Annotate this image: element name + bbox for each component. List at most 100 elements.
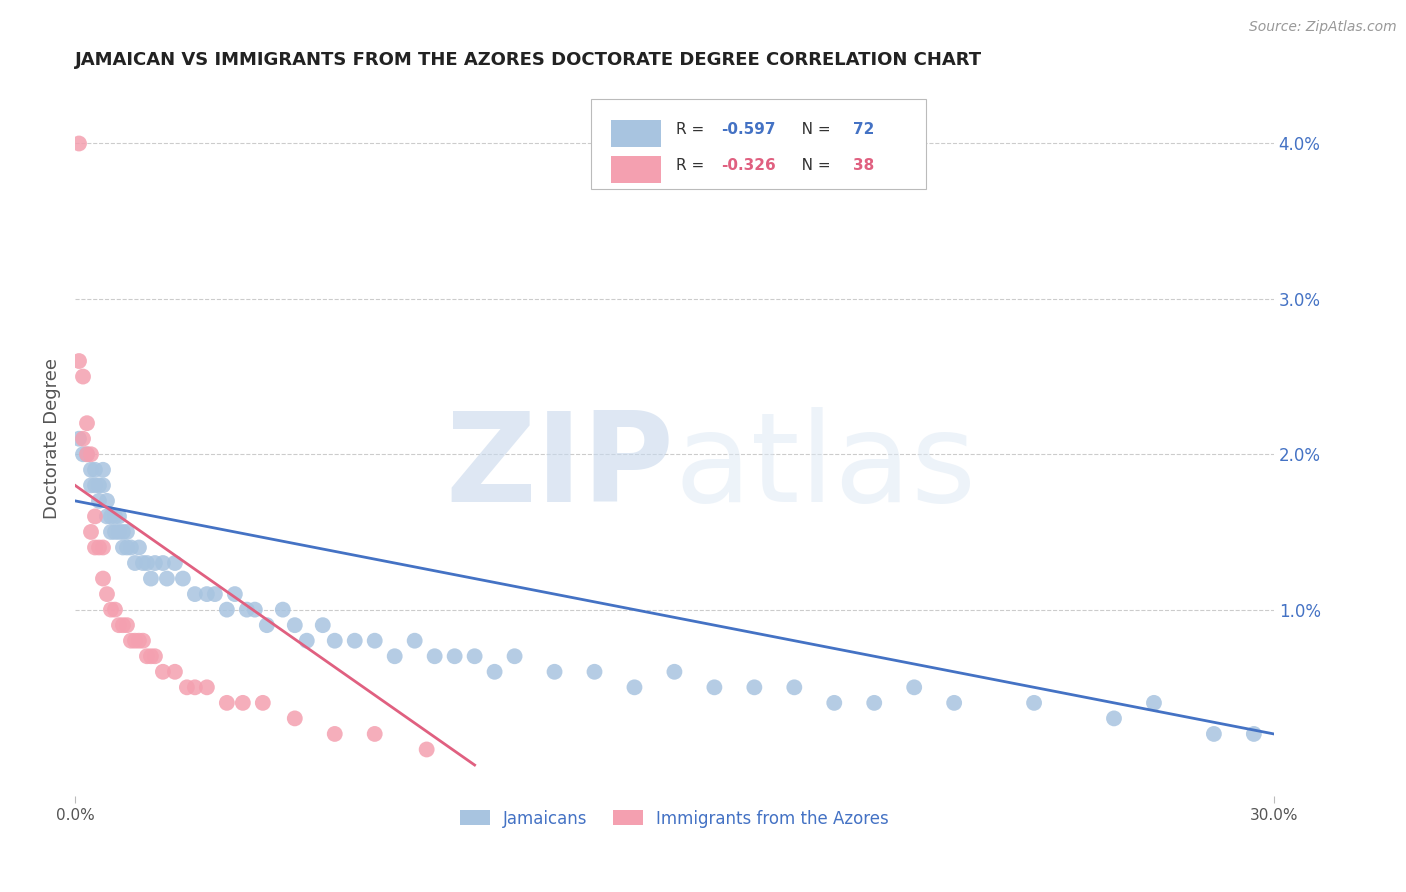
Point: [1143, 696, 1166, 710]
Point: [243, 602, 266, 616]
FancyBboxPatch shape: [591, 99, 927, 188]
Point: [87, 541, 110, 555]
Text: -0.597: -0.597: [721, 122, 776, 137]
Point: [295, 633, 318, 648]
Point: [67, 354, 90, 368]
Point: [1022, 696, 1045, 710]
Point: [384, 649, 406, 664]
Point: [215, 602, 238, 616]
Y-axis label: Doctorate Degree: Doctorate Degree: [44, 359, 60, 519]
Point: [108, 618, 131, 632]
Point: [172, 572, 194, 586]
Text: R =: R =: [676, 122, 709, 137]
Point: [128, 633, 150, 648]
Point: [503, 649, 526, 664]
Point: [108, 509, 131, 524]
Point: [84, 478, 107, 492]
Point: [152, 556, 174, 570]
Point: [823, 696, 845, 710]
Point: [120, 633, 142, 648]
Point: [236, 602, 259, 616]
Point: [100, 524, 122, 539]
Point: [443, 649, 465, 664]
Point: [87, 494, 110, 508]
Point: [96, 587, 118, 601]
Point: [111, 541, 134, 555]
Point: [184, 681, 207, 695]
Point: [232, 696, 254, 710]
Point: [84, 541, 107, 555]
Point: [115, 618, 138, 632]
Point: [80, 524, 103, 539]
Point: [104, 602, 127, 616]
Point: [76, 447, 98, 461]
Point: [163, 556, 186, 570]
Point: [284, 711, 307, 725]
Point: [863, 696, 886, 710]
Point: [1243, 727, 1265, 741]
Point: [91, 478, 114, 492]
Point: [543, 665, 565, 679]
Point: [72, 447, 94, 461]
Text: atlas: atlas: [675, 407, 977, 528]
Point: [100, 509, 122, 524]
Point: [84, 509, 107, 524]
Point: [364, 633, 387, 648]
Text: 72: 72: [853, 122, 875, 137]
Point: [415, 742, 437, 756]
Point: [143, 556, 166, 570]
Point: [484, 665, 506, 679]
Point: [163, 665, 186, 679]
Point: [87, 478, 110, 492]
Point: [139, 572, 162, 586]
Point: [91, 541, 114, 555]
Point: [104, 524, 127, 539]
Point: [132, 556, 155, 570]
Text: -0.326: -0.326: [721, 158, 776, 173]
Point: [195, 587, 218, 601]
Point: [783, 681, 806, 695]
Point: [72, 369, 94, 384]
Point: [323, 727, 346, 741]
Point: [91, 572, 114, 586]
Point: [115, 524, 138, 539]
Point: [108, 524, 131, 539]
Point: [252, 696, 274, 710]
Point: [184, 587, 207, 601]
Point: [124, 633, 146, 648]
Text: ZIP: ZIP: [446, 407, 675, 528]
Point: [139, 649, 162, 664]
Point: [80, 447, 103, 461]
Point: [312, 618, 335, 632]
Point: [96, 494, 118, 508]
Point: [256, 618, 278, 632]
Point: [943, 696, 966, 710]
Point: [404, 633, 426, 648]
Point: [76, 447, 98, 461]
Point: [664, 665, 686, 679]
Point: [583, 665, 606, 679]
Point: [124, 556, 146, 570]
Bar: [610, 156, 661, 183]
Point: [323, 633, 346, 648]
Text: 38: 38: [853, 158, 875, 173]
Point: [67, 432, 90, 446]
Point: [271, 602, 294, 616]
Point: [67, 136, 90, 151]
Point: [136, 556, 159, 570]
Point: [132, 633, 155, 648]
Point: [143, 649, 166, 664]
Point: [156, 572, 179, 586]
Point: [115, 541, 138, 555]
Point: [343, 633, 366, 648]
Point: [136, 649, 159, 664]
Bar: [610, 120, 661, 147]
Text: R =: R =: [676, 158, 709, 173]
Point: [703, 681, 725, 695]
Point: [364, 727, 387, 741]
Point: [1102, 711, 1125, 725]
Point: [96, 509, 118, 524]
Point: [104, 509, 127, 524]
Point: [72, 432, 94, 446]
Point: [284, 618, 307, 632]
